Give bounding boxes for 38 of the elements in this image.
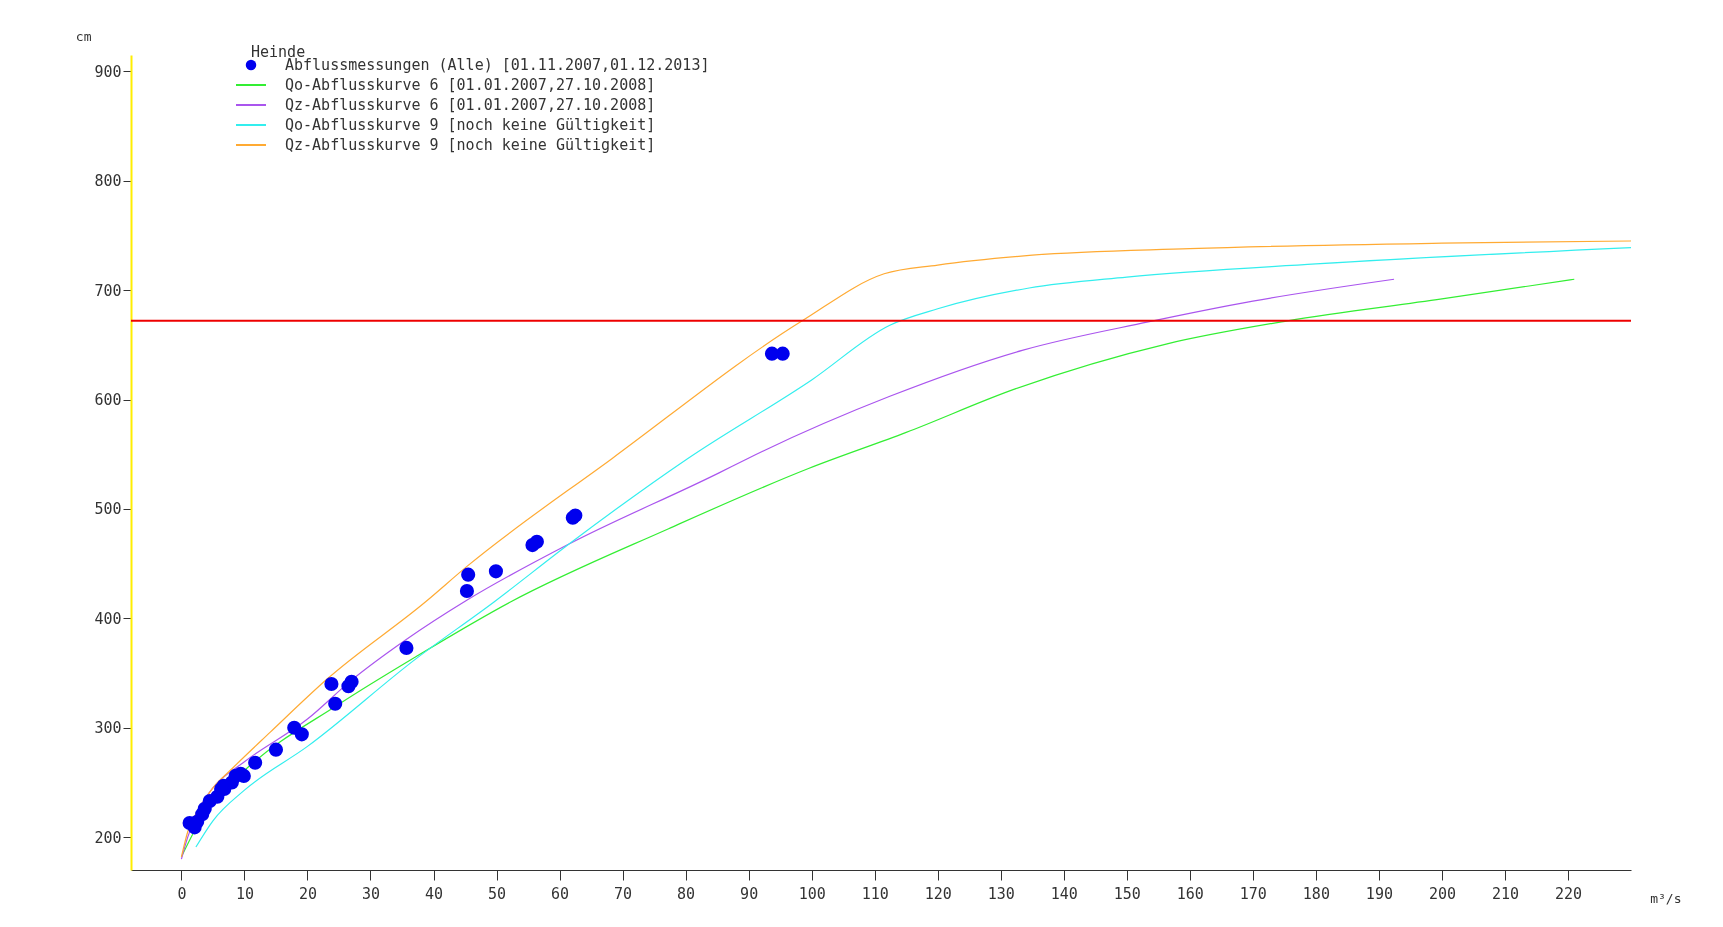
x-tick-label: 10 <box>235 884 254 903</box>
legend-label: Qo-Abflusskurve 9 [noch keine Gültigkeit] <box>285 116 656 134</box>
y-tick-label: 500 <box>94 500 122 519</box>
x-tick-label: 50 <box>488 884 507 903</box>
x-tick-label: 220 <box>1554 884 1583 903</box>
x-tick-label: 30 <box>361 884 381 903</box>
x-tick-label: 180 <box>1302 884 1330 903</box>
x-tick-label: 60 <box>551 884 570 903</box>
x-tick-label: 130 <box>987 884 1015 903</box>
x-tick-label: 210 <box>1491 884 1519 903</box>
y-tick-label: 700 <box>94 281 122 300</box>
x-tick-label: 20 <box>298 884 317 903</box>
y-tick-label: 300 <box>94 719 122 738</box>
x-tick-label: 100 <box>798 884 826 903</box>
x-tick-label: 150 <box>1113 884 1141 903</box>
x-tick-label: 140 <box>1050 884 1078 903</box>
legend-label: Qz-Abflusskurve 6 [01.01.2007,27.10.2008] <box>285 96 656 114</box>
y-tick-label: 900 <box>94 62 122 81</box>
x-tick-label: 70 <box>614 884 633 903</box>
y-tick-label: 600 <box>94 391 122 410</box>
x-tick-label: 170 <box>1239 884 1267 903</box>
x-tick-label: 160 <box>1176 884 1204 903</box>
x-tick-label: 40 <box>424 884 444 903</box>
x-tick-label: 80 <box>677 884 696 903</box>
y-tick-label: 400 <box>94 609 122 628</box>
x-tick-label: 190 <box>1365 884 1393 903</box>
x-tick-label: 120 <box>924 884 952 903</box>
y-axis-title: cm <box>75 28 92 44</box>
y-tick-label: 200 <box>94 828 122 847</box>
legend-label: Abflussmessungen (Alle) [01.11.2007,01.12.2013] <box>285 56 710 74</box>
x-tick-label: 0 <box>177 884 187 903</box>
x-tick-label: 200 <box>1428 884 1456 903</box>
legend-label: Qz-Abflusskurve 9 [noch keine Gültigkeit] <box>285 136 656 154</box>
legend-label: Qo-Abflusskurve 6 [01.01.2007,27.10.2008] <box>285 76 656 94</box>
x-tick-label: 90 <box>740 884 759 903</box>
x-tick-label: 110 <box>861 884 889 903</box>
x-axis-title: m³/s <box>1650 890 1682 906</box>
y-tick-label: 800 <box>94 172 122 191</box>
